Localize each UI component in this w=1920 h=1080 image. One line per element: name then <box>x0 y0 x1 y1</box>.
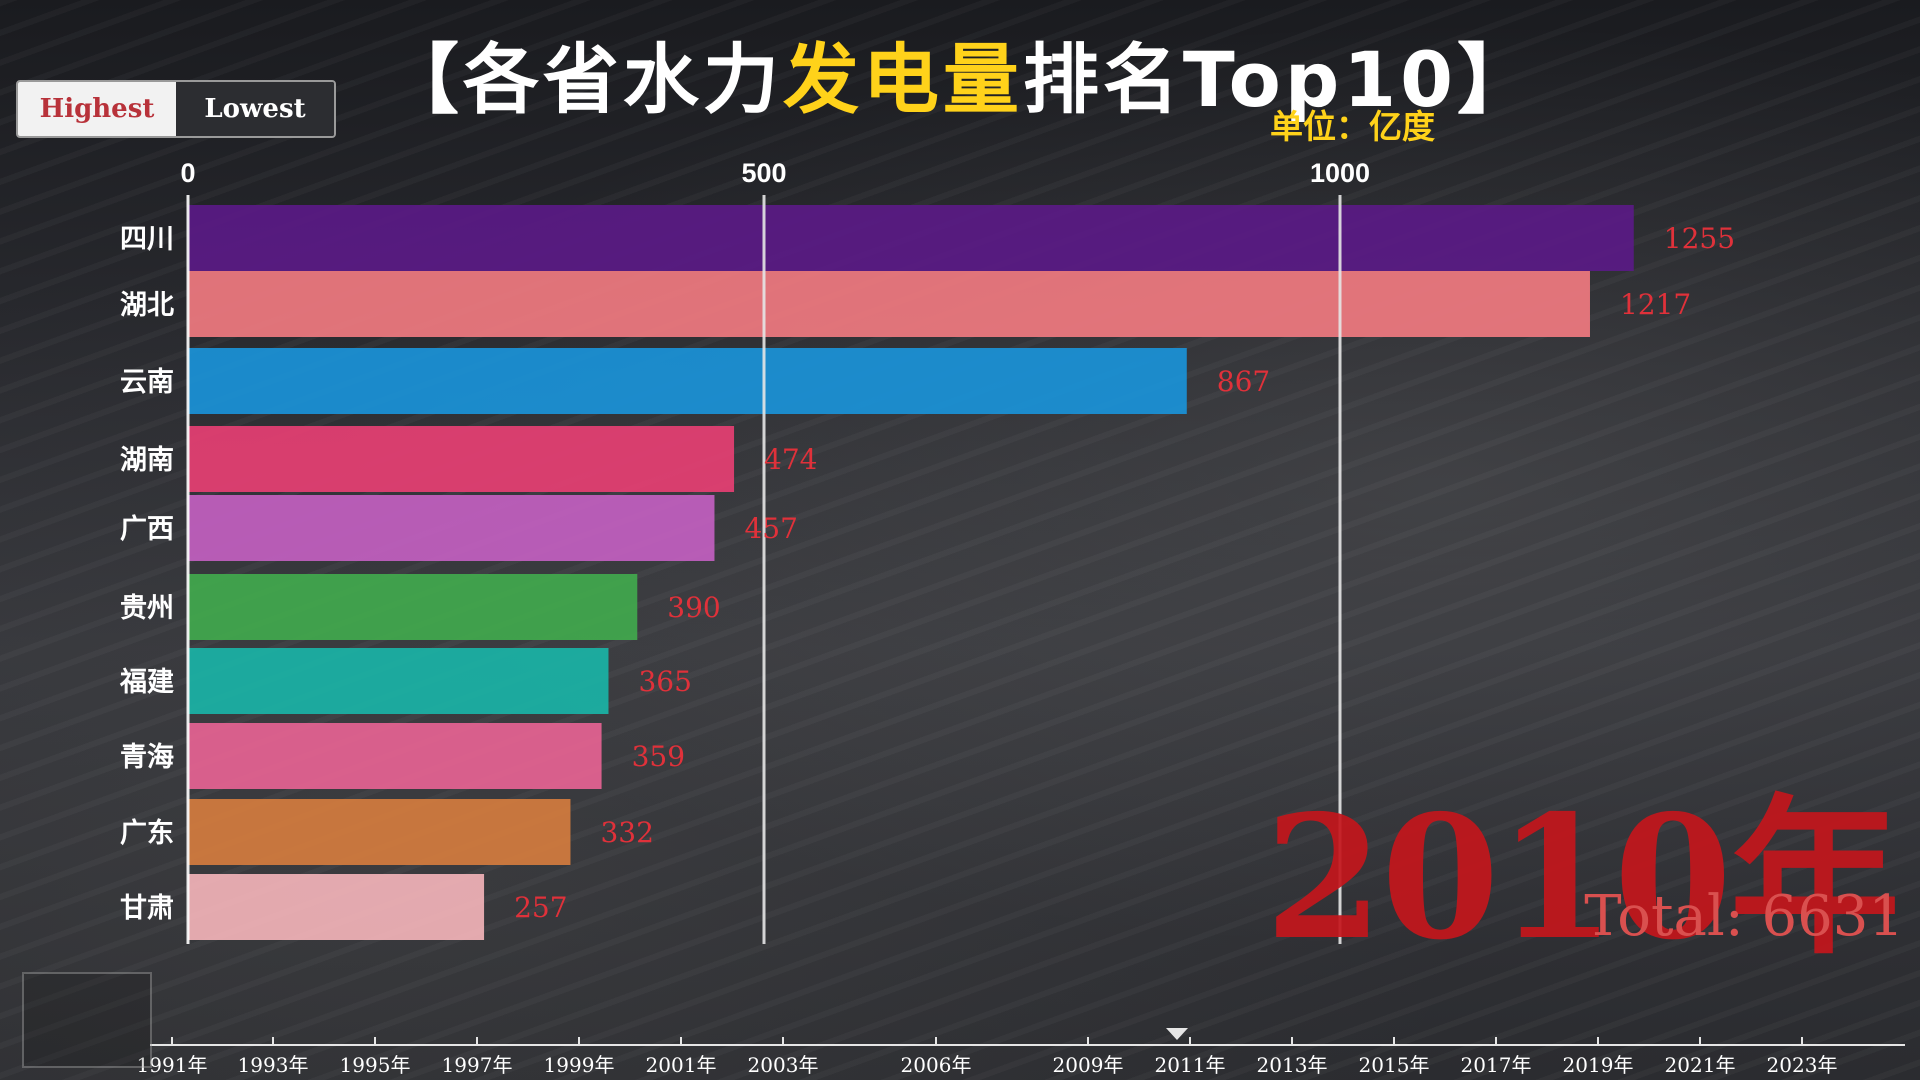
timeline-label[interactable]: 1997年 <box>442 1053 513 1077</box>
unit-label: 单位：亿度 <box>1270 107 1435 146</box>
timeline-marker-icon[interactable] <box>1166 1028 1188 1040</box>
category-label: 云南 <box>120 367 174 398</box>
bar-3 <box>188 348 1187 414</box>
timeline-label[interactable]: 1991年 <box>137 1053 208 1077</box>
timeline-label[interactable]: 2011年 <box>1155 1053 1226 1077</box>
value-label: 365 <box>638 665 691 698</box>
value-label: 390 <box>667 591 720 624</box>
timeline-label[interactable]: 2019年 <box>1563 1053 1634 1077</box>
timeline-label[interactable]: 2001年 <box>646 1053 717 1077</box>
value-label: 1255 <box>1664 222 1735 255</box>
x-tick-label: 1000 <box>1310 158 1370 188</box>
value-label: 359 <box>632 740 685 773</box>
timeline-label[interactable]: 2009年 <box>1053 1053 1124 1077</box>
timeline-label[interactable]: 2023年 <box>1767 1053 1838 1077</box>
bar-2 <box>188 271 1590 337</box>
thumbnail-box <box>22 972 152 1068</box>
value-label: 457 <box>744 512 797 545</box>
x-tick-label: 0 <box>180 158 195 188</box>
value-label: 257 <box>514 891 567 924</box>
timeline-label[interactable]: 1995年 <box>340 1053 411 1077</box>
title-suffix: 排名Top10】 <box>1022 35 1538 124</box>
sort-toggle: Highest Lowest <box>16 80 336 138</box>
bar-4 <box>188 426 735 492</box>
lowest-button[interactable]: Lowest <box>176 82 334 136</box>
bar-10 <box>188 874 485 940</box>
category-label: 湖南 <box>120 445 174 476</box>
timeline-label[interactable]: 1999年 <box>544 1053 615 1077</box>
timeline-label[interactable]: 2017年 <box>1461 1053 1532 1077</box>
bar-5 <box>188 495 715 561</box>
x-tick-label: 500 <box>741 158 786 188</box>
bar-9 <box>188 799 571 865</box>
timeline-label[interactable]: 2003年 <box>748 1053 819 1077</box>
category-label: 贵州 <box>120 593 174 624</box>
category-label: 甘肃 <box>120 893 174 924</box>
category-label: 广东 <box>120 817 174 849</box>
value-label: 867 <box>1217 365 1270 398</box>
current-year: 2010年 <box>1264 778 1900 978</box>
timeline-label[interactable]: 2006年 <box>901 1053 972 1077</box>
total-label: Total: 6631 <box>1584 884 1904 949</box>
value-label: 474 <box>764 443 817 476</box>
bar-7 <box>188 648 609 714</box>
category-label: 青海 <box>120 742 174 773</box>
bar-8 <box>188 723 602 789</box>
category-label: 湖北 <box>120 290 174 321</box>
value-label: 1217 <box>1620 288 1691 321</box>
timeline-label[interactable]: 2013年 <box>1257 1053 1328 1077</box>
category-label: 四川 <box>120 224 174 255</box>
timeline-label[interactable]: 1993年 <box>238 1053 309 1077</box>
timeline-label[interactable]: 2021年 <box>1665 1053 1736 1077</box>
chart-title: 【各省水力发电量排名Top10】 <box>0 18 1920 128</box>
timeline-label[interactable]: 2015年 <box>1359 1053 1430 1077</box>
value-label: 332 <box>600 816 653 849</box>
bar-1 <box>188 205 1634 271</box>
category-label: 广西 <box>120 514 174 545</box>
bar-6 <box>188 574 638 640</box>
category-label: 福建 <box>119 667 174 698</box>
highest-button[interactable]: Highest <box>18 82 176 136</box>
title-prefix: 【各省水力 <box>382 35 783 124</box>
title-highlight: 发电量 <box>782 35 1023 124</box>
